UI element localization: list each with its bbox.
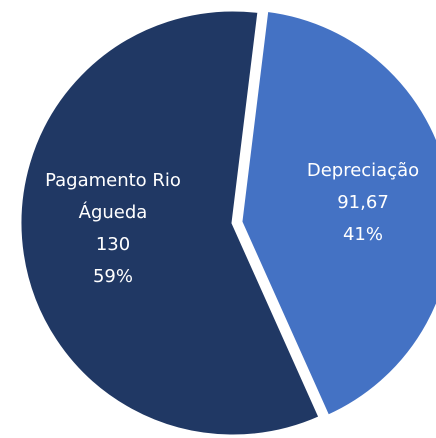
pie-slice (18, 8, 323, 438)
percentage-label: 41% (342, 224, 383, 245)
percentage-label: 59% (92, 266, 133, 287)
pie-slice (239, 8, 436, 419)
category-label: Depreciação (306, 160, 420, 181)
value-label: 91,67 (337, 192, 389, 213)
slice-label: Depreciação 91,67 41% (283, 155, 436, 251)
value-label: 130 (95, 234, 131, 255)
slice-label: Pagamento Rio Águeda 130 59% (23, 165, 203, 293)
category-label: Pagamento Rio Águeda (45, 170, 181, 223)
